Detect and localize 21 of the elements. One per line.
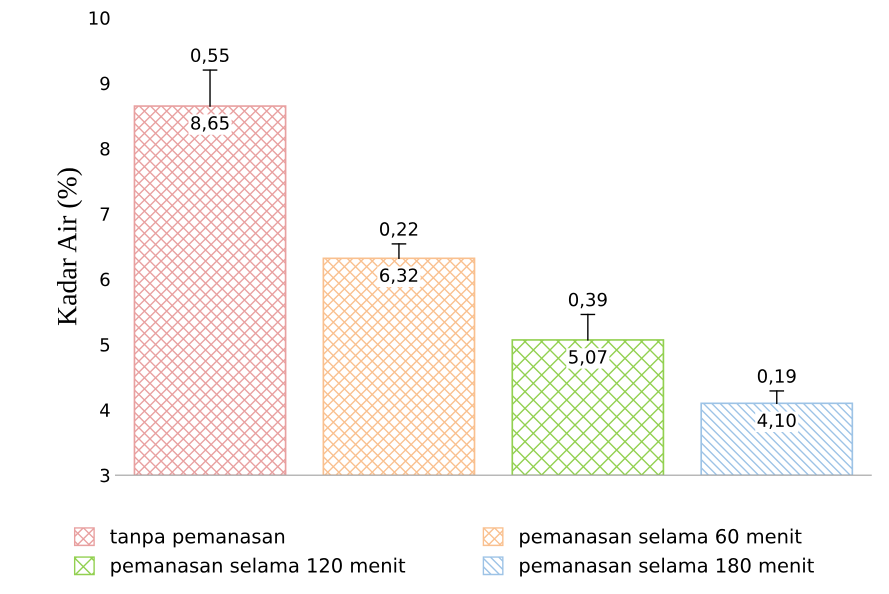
data-label: 6,32	[380, 268, 418, 284]
data-label: 5,07	[569, 350, 606, 366]
y-tick-label: 9	[100, 76, 110, 90]
legend-label: pemanasan selama 60 menit	[520, 528, 802, 548]
y-tick-label: 7	[100, 208, 110, 221]
data-label: 8,65	[191, 116, 229, 132]
y-tick-label: 10	[90, 11, 110, 25]
y-tick-label: 4	[100, 404, 110, 417]
y-tick-label: 8	[100, 142, 110, 156]
legend-label: pemanasan selama 120 menit	[111, 558, 406, 576]
annotation: 0,39	[568, 292, 607, 308]
legend-label: pemanasan selama 180 menit	[520, 558, 814, 576]
annotation: 0,55	[191, 48, 229, 64]
y-axis-title: Kadar Air (%)	[56, 168, 82, 326]
y-tick-label: 6	[100, 272, 110, 286]
y-tick-label: 5	[100, 338, 110, 352]
data-label: 4,10	[758, 413, 796, 429]
annotation: 0,19	[758, 369, 796, 385]
legend-label: tanpa pemanasan	[110, 530, 284, 548]
y-tick-label: 3	[100, 468, 110, 482]
annotation: 0,22	[380, 222, 418, 238]
